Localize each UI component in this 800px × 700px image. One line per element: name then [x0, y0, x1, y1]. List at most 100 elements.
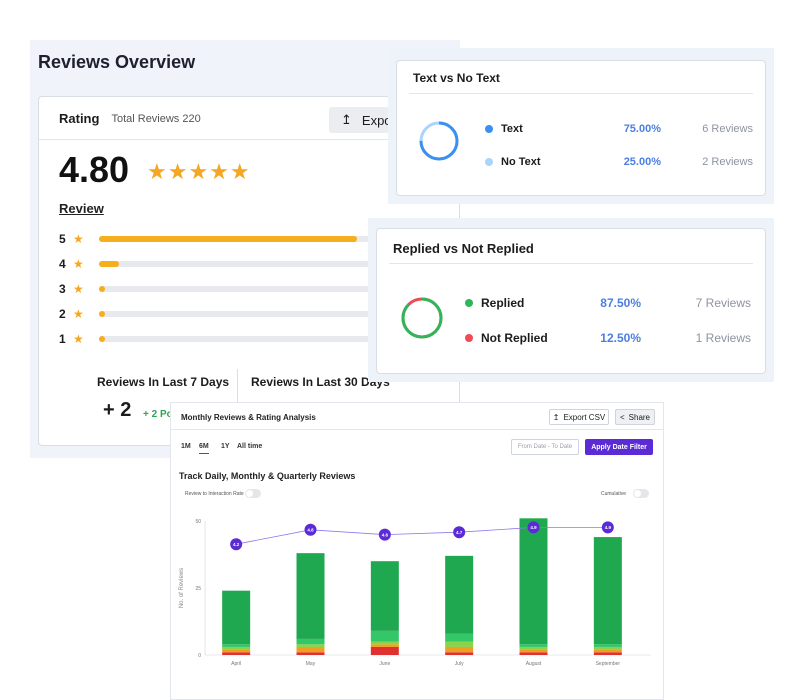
bar-segment [445, 646, 474, 653]
replied-card: Replied vs Not Replied Replied 87.50% 7 … [376, 228, 766, 374]
rating-star-number: 1 [59, 332, 66, 346]
bar-segment [445, 555, 474, 634]
text-vs-no-text-card: Text vs No Text Text 75.00% 6 Reviews No… [396, 60, 766, 196]
x-tick-label: June [379, 661, 390, 667]
last7-value: + 2 [103, 399, 132, 421]
rating-point [378, 528, 391, 541]
rating-star-number: 3 [59, 282, 66, 296]
rating-point-label: 4.9 [605, 525, 612, 530]
legend-pct: 87.50% [600, 296, 641, 310]
tab-1m[interactable]: 1M [181, 443, 191, 450]
bar-segment [296, 646, 325, 653]
bar-segment [296, 652, 325, 655]
legend-pct: 75.00% [623, 123, 661, 135]
last7-sub: + 2 Po [143, 409, 173, 420]
divider [171, 429, 663, 430]
donut-segment-text [419, 121, 459, 161]
y-tick-label: 0 [198, 653, 201, 659]
summary-divider [237, 369, 238, 405]
review-link[interactable]: Review [59, 201, 104, 216]
rating-bar-fill [99, 286, 105, 292]
star-rating-icon: ★★★★★ [147, 159, 251, 184]
rating-star-number: 2 [59, 307, 66, 321]
divider [39, 139, 459, 140]
rating-point-label: 4.9 [530, 525, 537, 530]
rating-card: Rating Total Reviews 220 ↥ Export 4.80 ★… [38, 96, 460, 446]
rating-bar-row-3: 3 ★ [59, 281, 459, 297]
bar-segment [222, 590, 251, 645]
cumulative-label: Cumulative [601, 491, 627, 497]
cumulative-toggle[interactable] [633, 489, 649, 498]
y-axis-label: No. of Reviews [179, 568, 185, 608]
divider [389, 263, 753, 264]
bar-segment [370, 641, 399, 645]
bar-segment [445, 652, 474, 655]
rating-point [527, 521, 540, 534]
y-tick-label: 50 [195, 519, 201, 525]
bar-segment [222, 644, 251, 647]
rating-bar-track [99, 286, 379, 292]
bar-segment [222, 649, 251, 653]
legend-dot-icon [465, 334, 473, 342]
last7-label: Reviews In Last 7 Days [97, 375, 230, 389]
rating-bar-fill [99, 336, 105, 342]
bar-segment [296, 644, 325, 647]
legend-name: Text [501, 123, 523, 135]
share-icon: < [619, 412, 625, 422]
bar-segment [593, 646, 622, 650]
tab-6m[interactable]: 6M [199, 443, 209, 454]
legend-count: 7 Reviews [695, 296, 751, 310]
bar-segment [593, 644, 622, 647]
legend-dot-icon [485, 158, 493, 166]
rating-bar-track [99, 236, 379, 242]
rating-bar-row-2: 2 ★ [59, 306, 459, 322]
bar-segment [370, 630, 399, 642]
bar-segment [519, 644, 548, 647]
average-rating: 4.80 [59, 149, 130, 190]
monthly-bar-chart: 0 25 50 No. of Reviews April May June July Augus… [179, 518, 651, 667]
card-title: Replied vs Not Replied [393, 241, 534, 256]
text-donut-chart [419, 121, 459, 161]
rating-bar-row-5: 5 ★ [59, 231, 459, 247]
rating-header: Rating Total Reviews 220 [59, 111, 201, 126]
divider [409, 93, 753, 94]
rating-bar-fill [99, 236, 357, 242]
rating-star-number: 5 [59, 232, 66, 246]
export-csv-button[interactable]: ↥ Export CSV [549, 409, 609, 425]
legend-row-not-replied: Not Replied 12.50% 1 Reviews [465, 330, 751, 346]
share-button[interactable]: < Share [615, 409, 655, 425]
legend-count: 2 Reviews [702, 156, 753, 168]
legend-count: 1 Reviews [695, 331, 751, 345]
x-tick-label: July [455, 661, 464, 667]
bar-segment [296, 553, 325, 639]
y-tick-label: 25 [195, 586, 201, 592]
legend-name: Not Replied [481, 331, 548, 345]
bar-segment [519, 649, 548, 653]
export-csv-label: Export CSV [563, 412, 606, 422]
rating-point [453, 526, 466, 539]
page-title: Reviews Overview [38, 52, 196, 72]
legend-row-no-text: No Text 25.00% 2 Reviews [485, 154, 753, 170]
star-icon: ★ [73, 282, 84, 296]
rating-point [230, 538, 243, 551]
bar-segment [370, 646, 399, 655]
share-label: Share [628, 412, 651, 422]
rating-point-label: 4.2 [233, 542, 240, 547]
rating-bar-fill [99, 311, 105, 317]
rating-line [236, 526, 608, 545]
upload-icon: ↥ [341, 112, 352, 127]
star-icon: ★ [73, 257, 84, 271]
bar-segment [519, 652, 548, 655]
interaction-rate-toggle[interactable] [245, 489, 261, 498]
donut-segment-replied [401, 297, 443, 339]
rating-point-label: 4.7 [456, 530, 463, 535]
date-range-input[interactable]: From Date - To Date [511, 439, 579, 455]
tab-1y[interactable]: 1Y [221, 443, 230, 450]
apply-date-filter-button[interactable]: Apply Date Filter [585, 439, 653, 455]
last30-label: Reviews In Last 30 Days [251, 375, 390, 389]
rating-bar-fill [99, 261, 119, 267]
tab-all-time[interactable]: All time [237, 443, 263, 450]
legend-name: No Text [501, 156, 541, 168]
bar-segment [593, 649, 622, 653]
